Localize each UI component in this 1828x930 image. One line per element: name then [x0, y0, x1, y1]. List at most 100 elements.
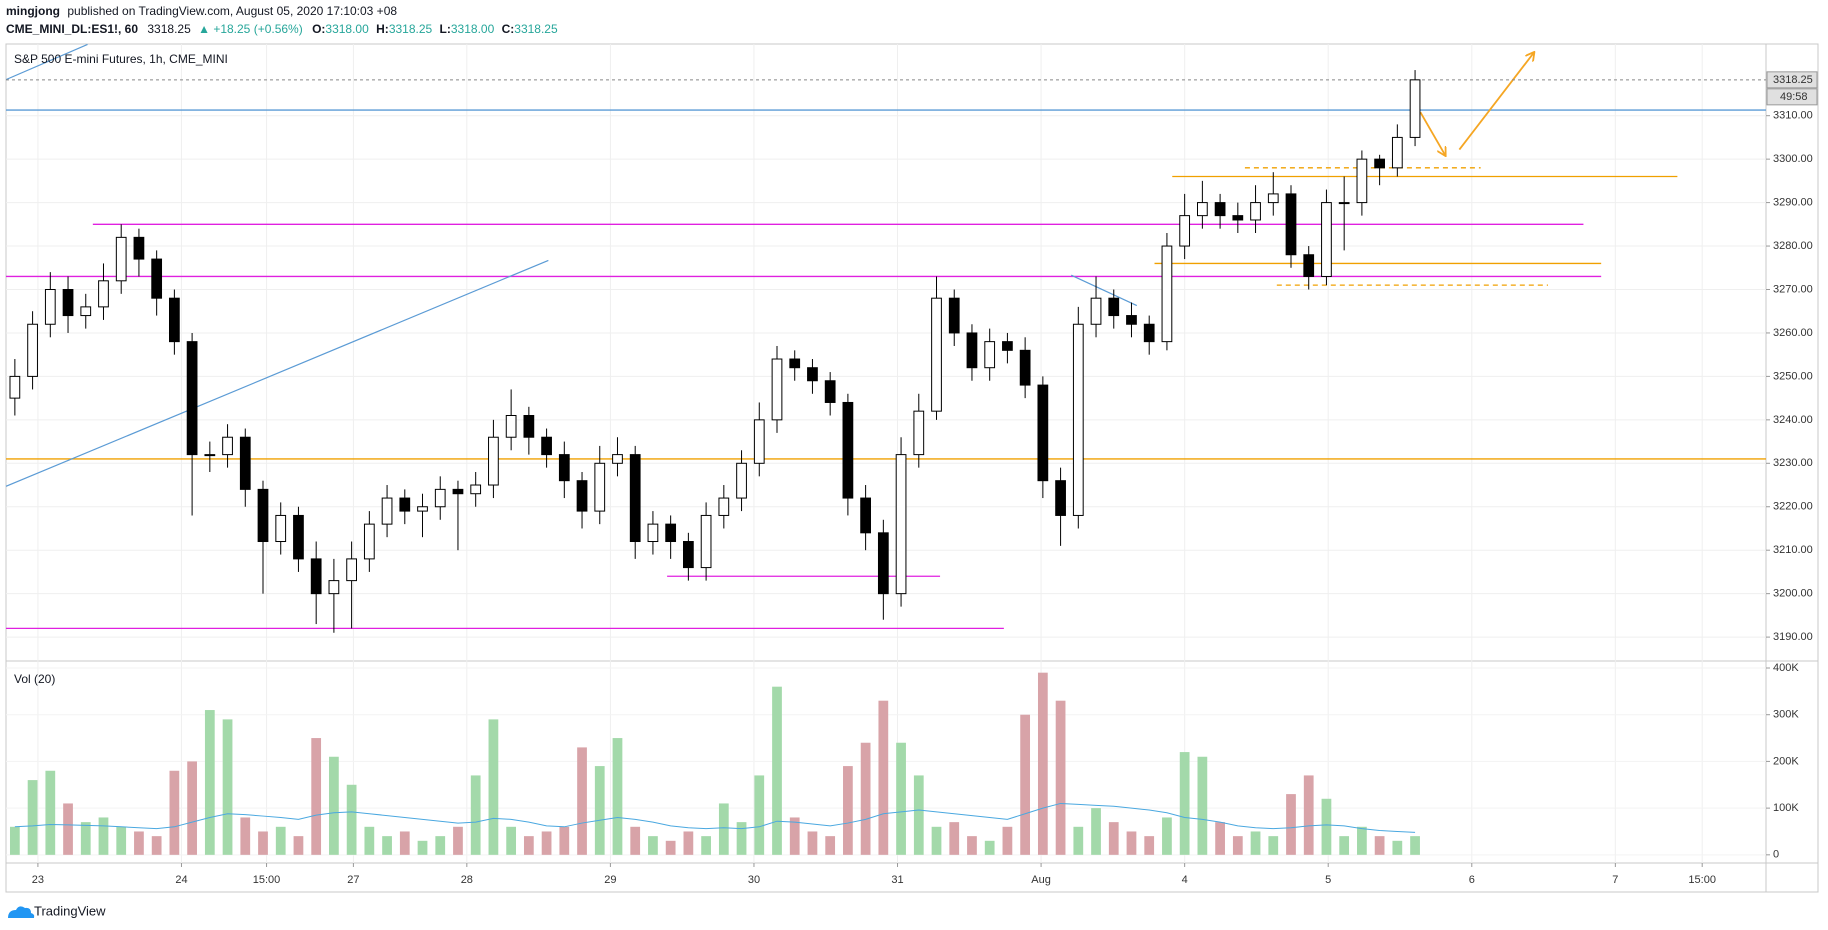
candle-body: [310, 558, 322, 595]
candle-body: [434, 488, 446, 508]
candle-body: [523, 415, 535, 438]
candle-body: [275, 514, 287, 543]
volume-bar: [541, 831, 552, 855]
candle-body: [169, 297, 180, 343]
arrow-line: [1458, 53, 1533, 151]
volume-bar: [807, 831, 818, 855]
volume-bar: [630, 826, 641, 855]
brand: TradingView: [34, 903, 106, 918]
volume-tick-label: 0: [1773, 849, 1779, 861]
candle-body: [293, 514, 304, 560]
volume-bar: [151, 836, 162, 855]
volume-bar: [736, 822, 747, 855]
candle-body: [488, 436, 499, 486]
volume-bar: [789, 817, 800, 855]
last-price-label: 3318.25: [1773, 74, 1813, 86]
y-tick-label: 3310.00: [1773, 110, 1813, 122]
candle-body: [505, 415, 517, 438]
volume-bar: [1339, 836, 1350, 855]
candle-body: [789, 358, 801, 369]
volume-bar: [772, 686, 782, 855]
trend-line: [1070, 274, 1138, 307]
volume-bar: [311, 738, 322, 855]
volume-bar: [1091, 808, 1101, 855]
x-tick-label: Aug: [1031, 874, 1051, 886]
volume-bar: [364, 826, 375, 855]
symbol: CME_MINI_DL:ES1!, 60: [6, 22, 138, 36]
candle-body: [62, 288, 74, 317]
candle-body: [771, 358, 783, 421]
ohlc-value: 3318.25: [514, 22, 558, 36]
candle-body: [895, 454, 907, 595]
x-tick-label: 6: [1469, 874, 1475, 886]
volume-tick-label: 200K: [1773, 755, 1799, 767]
volume-bar: [329, 756, 339, 855]
published: published on TradingView.com, August 05,…: [67, 4, 397, 18]
x-tick-label: 4: [1182, 874, 1188, 886]
volume-bar: [665, 840, 676, 855]
candle-body: [1321, 202, 1332, 277]
volume-bar: [204, 710, 215, 855]
x-tick-label: 5: [1325, 874, 1331, 886]
volume-bar: [1002, 826, 1013, 855]
x-tick-label: 28: [461, 874, 473, 886]
x-tick-label: 27: [347, 874, 359, 886]
volume-bar: [1162, 817, 1172, 855]
candle-body: [842, 401, 854, 499]
volume-bar: [187, 761, 197, 855]
volume-bar: [346, 784, 357, 855]
y-tick-label: 3290.00: [1773, 197, 1813, 209]
volume-bar: [931, 826, 942, 855]
candle-body: [9, 375, 21, 399]
candle-body: [98, 280, 109, 308]
volume-bar: [825, 836, 836, 855]
x-tick-label: 7: [1612, 874, 1618, 886]
author: mingjong: [6, 4, 60, 18]
volume-tick-label: 400K: [1773, 662, 1799, 674]
volume-bar: [913, 775, 924, 855]
countdown-label: 49:58: [1780, 91, 1808, 103]
volume-bar: [1126, 831, 1137, 855]
header-line: mingjong published on TradingView.com, A…: [6, 4, 397, 18]
volume-bar: [488, 719, 499, 855]
countdown-tag: [1766, 88, 1818, 106]
y-tick-label: 3230.00: [1773, 457, 1813, 469]
volume-bar: [435, 836, 446, 855]
last-price-tag: [1766, 71, 1818, 89]
volume-label: Vol (20): [14, 672, 55, 686]
candle-body: [1267, 193, 1279, 204]
volume-bar: [1037, 672, 1048, 855]
candle-body: [594, 462, 606, 512]
volume-bar: [754, 775, 765, 855]
volume-pane: [9, 672, 1420, 855]
candle-body: [417, 506, 428, 512]
volume-tick-label: 100K: [1773, 802, 1799, 814]
candle-body: [683, 541, 694, 569]
volume-bar: [222, 719, 233, 855]
ohlc-label: O:: [312, 22, 325, 36]
price-pane: [6, 44, 1766, 633]
y-tick-label: 3250.00: [1773, 370, 1813, 382]
volume-bar: [1179, 752, 1190, 855]
volume-bar: [382, 836, 392, 855]
price: 3318.25: [147, 22, 191, 36]
volume-bar: [116, 826, 127, 855]
volume-bar: [896, 742, 906, 855]
candle-body: [1250, 202, 1261, 221]
candle-body: [346, 558, 357, 582]
volume-bar: [27, 780, 38, 855]
candle-body: [824, 380, 836, 403]
candle-body: [1108, 297, 1120, 317]
volume-bar: [1321, 798, 1332, 855]
x-tick-label: 23: [32, 874, 44, 886]
candle-body: [133, 236, 145, 260]
arrow-line: [1419, 111, 1445, 155]
ohlc-value: 3318.25: [389, 22, 433, 36]
y-tick-label: 3220.00: [1773, 501, 1813, 513]
candle-body: [700, 514, 712, 569]
candle-body: [1374, 158, 1385, 169]
x-tick-label: 30: [748, 874, 760, 886]
candle-body: [44, 288, 56, 325]
candle-body: [807, 367, 818, 382]
